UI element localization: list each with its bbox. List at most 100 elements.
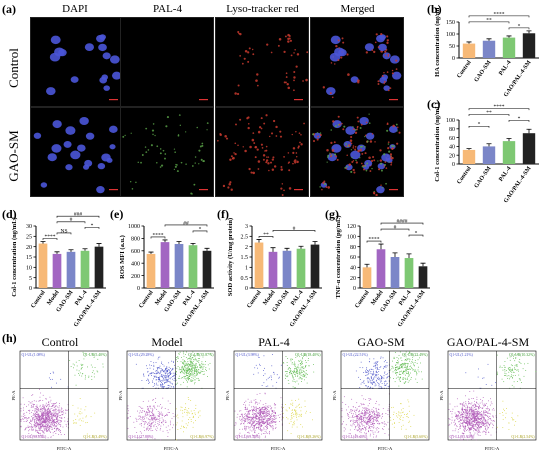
category-label: PAL-4 [498,60,512,77]
quadrant-label-ll: Q1-LL(49.40%) [343,435,369,439]
category-label: GAO/PAL-4-SM [289,289,319,328]
error-bar [487,144,492,147]
micro-gaosm-pal4 [120,107,214,197]
error-bar [407,254,412,258]
quadrant-label-lr: Q1-LR(8.26%) [297,435,321,439]
y-tick-label: 0 [29,286,32,292]
bar-gao-sm [391,257,400,288]
significance-label: **** [494,104,505,110]
y-tick-label: 1000 [128,224,140,230]
bar-gao-sm [283,251,292,288]
y-axis-label: SOD activity (U/mg protein) [227,218,234,296]
error-bar [487,39,492,41]
flow-x-label: FITC-A [57,446,72,451]
significance-label: # [394,224,397,230]
category-label: GAO/PAL-4-SM [397,289,427,328]
flow-x-label: FITC-A [164,446,179,451]
bar-gao-sm [483,41,495,58]
significance-label: ## [183,220,189,226]
y-tick-label: 20 [449,153,455,159]
y-tick-label: 60 [449,136,455,142]
bar-control [463,44,475,58]
quadrant-label-ll: Q1-LL(27.88%) [129,435,155,439]
bar-pal-4 [81,251,90,288]
flow-x-label: FITC-A [271,446,286,451]
y-axis-label: Col-1 concentration (ng/mL) [11,217,18,296]
quadrant-label-ul: Q1-UL(22.51%) [343,353,369,357]
bar-gao-sm [483,146,495,164]
micro-control-dapi [30,17,124,107]
error-bar [379,244,384,249]
y-tick-label: 100 [347,235,356,241]
bar-gao-pal-4-sm [95,247,104,288]
category-label: Control [246,289,263,309]
y-tick-label: 60 [350,255,356,261]
error-bar [69,250,74,252]
category-label: GAO/PAL-4-SM [181,289,211,328]
flow-y-label: PE-A [118,390,123,401]
flow-x-label: FITC-A [485,446,500,451]
y-tick-label: 2 [245,245,248,251]
significance-label: * [518,23,521,29]
y-tick-label: 5 [29,276,32,282]
significance-label: **** [45,234,56,240]
error-bar [55,252,60,254]
y-tick-label: 600 [131,249,140,255]
micro-control-lyso [215,17,309,107]
y-tick-label: 50 [449,44,455,50]
error-bar [163,240,168,242]
micro-row-control: Control [6,28,22,108]
micro-gaosm-dapi [30,107,124,197]
quadrant-label-lr: Q1-LR(2.54%) [511,435,535,439]
bar-gao-pal-4-sm [311,245,320,288]
error-bar [467,42,472,44]
bar-model [161,242,170,288]
flow-x-label: FITC-A [378,446,393,451]
bar-control [255,243,264,288]
bar-pal-4 [405,258,414,288]
bar-control [39,244,48,288]
significance-label: * [91,223,94,229]
error-bar [365,264,370,267]
significance-label: **** [153,232,164,238]
bar-pal-4 [189,245,198,288]
quadrant-label-ur: Q1-UR(18.40%) [295,353,321,357]
error-bar [467,149,472,150]
bar-model [377,249,386,288]
micro-col-lyso: Lyso-tracker red [215,3,310,15]
bar-gao-pal-4-sm [523,33,535,58]
y-tick-label: 400 [131,261,140,267]
y-tick-label: 80 [350,245,356,251]
error-bar [507,36,512,38]
error-bar [299,246,304,248]
category-label: GAO/PAL-4-SM [73,289,103,328]
micro-col-merged: Merged [310,3,405,15]
significance-label: # [70,217,73,223]
error-bar [313,242,318,245]
micro-gaosm-lyso [215,107,309,197]
quadrant-label-ul: Q1-UL(3.98%) [236,353,260,357]
flow-y-label: PE-A [332,390,337,401]
error-bar [41,242,46,244]
flow-y-label: PE-A [439,390,444,401]
y-tick-label: 20 [26,245,32,251]
error-bar [257,239,262,242]
quadrant-label-ll: Q1-LL(90.03%) [22,435,48,439]
error-bar [97,244,102,247]
error-bar [191,243,196,245]
bar-gao-sm [67,252,76,288]
error-bar [205,248,210,250]
significance-label: NS [60,228,67,234]
category-label: GAO-SM [474,59,493,83]
y-tick-label: 0 [137,286,140,292]
error-bar [149,252,154,254]
significance-label: * [199,226,202,232]
quadrant-label-ul: Q1-UL(1.21%) [450,353,474,357]
y-tick-label: 0 [452,162,455,168]
quadrant-label-lr: Q1-LR(6.97%) [190,435,214,439]
significance-label: # [293,226,296,232]
